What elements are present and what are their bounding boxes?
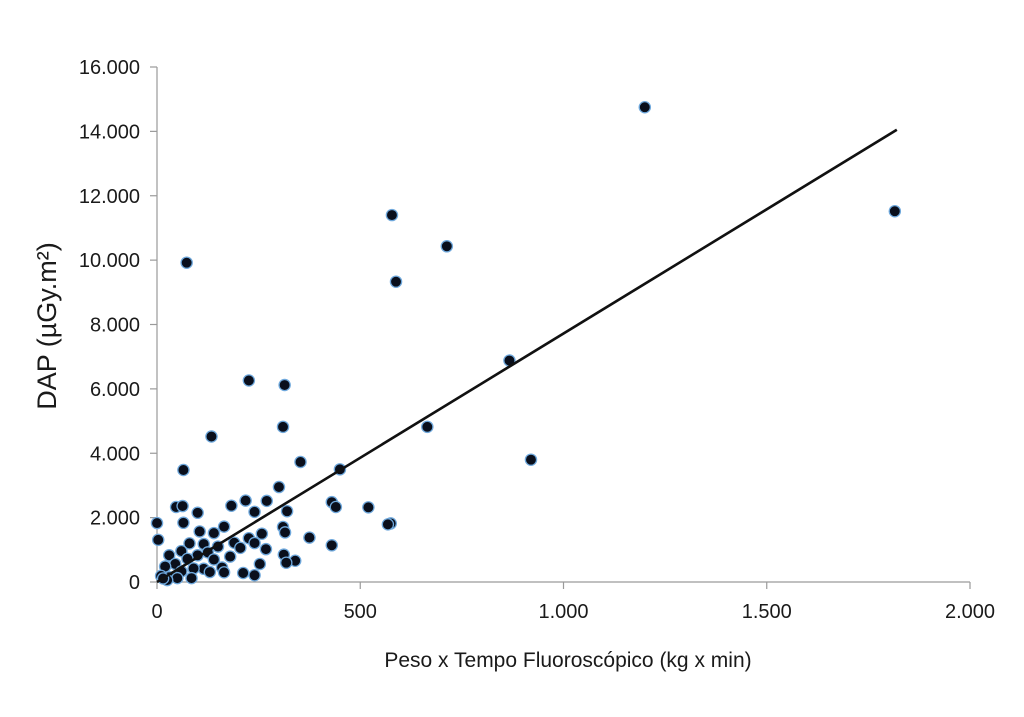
data-point [236, 566, 250, 580]
data-point [280, 504, 294, 518]
tick-labels: 0 2.000 4.000 6.000 8.000 10.000 12.000 14.000 1… [79, 57, 995, 623]
data-point [888, 204, 902, 218]
y-tick-label: 2.000 [90, 508, 140, 530]
data-point [183, 537, 196, 550]
data-point [191, 506, 204, 520]
y-tick-label: 0 [129, 572, 140, 594]
data-point [329, 500, 343, 514]
data-point [171, 571, 184, 585]
y-tick-label: 8.000 [90, 315, 140, 337]
y-tick-label: 4.000 [90, 443, 140, 465]
x-tick-label: 1.500 [742, 601, 792, 623]
y-tick-label: 12.000 [79, 186, 140, 208]
data-point [207, 526, 221, 540]
data-point [276, 420, 290, 434]
data-point [234, 541, 247, 555]
data-point [303, 531, 316, 544]
data-points [150, 100, 902, 587]
data-point [185, 571, 198, 585]
data-point [177, 516, 190, 530]
data-point [421, 420, 434, 434]
data-point [217, 566, 231, 579]
data-point [389, 275, 403, 288]
data-point [440, 240, 454, 253]
data-point [217, 520, 231, 533]
trendline [156, 128, 898, 584]
data-point [524, 453, 538, 466]
y-tick-label: 16.000 [79, 57, 140, 79]
data-point [176, 499, 189, 513]
data-point [248, 568, 261, 582]
data-point [278, 378, 291, 392]
data-point [248, 505, 261, 519]
data-point [278, 526, 292, 539]
data-point [272, 480, 286, 494]
data-point [150, 516, 164, 530]
y-tick-label: 6.000 [90, 379, 140, 401]
x-axis-title: Peso x Tempo Fluoroscópico (kg x min) [384, 649, 751, 672]
x-tick-label: 2.000 [945, 601, 995, 623]
y-axis-title: DAP (µGy.m²) [32, 242, 62, 410]
data-point [638, 100, 652, 114]
data-point [260, 494, 274, 508]
x-tick-label: 1.000 [538, 601, 588, 623]
data-point [255, 527, 269, 540]
data-point [248, 536, 261, 550]
data-point [242, 374, 256, 387]
data-point [203, 565, 217, 579]
data-point [362, 501, 375, 514]
x-tick-label: 0 [151, 601, 162, 623]
axes [150, 66, 971, 589]
data-point [325, 539, 339, 552]
y-tick-label: 10.000 [79, 250, 140, 272]
data-point [151, 533, 165, 547]
data-point [385, 208, 399, 222]
data-point [294, 455, 307, 469]
data-point [193, 525, 206, 538]
data-point [381, 518, 395, 531]
trendline-group [156, 128, 898, 584]
data-point [223, 550, 237, 563]
data-point [177, 463, 190, 477]
y-tick-label: 14.000 [79, 121, 140, 143]
data-point [253, 557, 267, 571]
data-point [205, 430, 218, 443]
data-point [239, 494, 252, 507]
data-point [280, 556, 293, 569]
data-point [207, 553, 221, 566]
data-point [259, 542, 273, 556]
data-point [162, 549, 176, 562]
data-point [180, 256, 193, 269]
data-point [225, 499, 238, 512]
x-tick-label: 500 [344, 601, 377, 623]
